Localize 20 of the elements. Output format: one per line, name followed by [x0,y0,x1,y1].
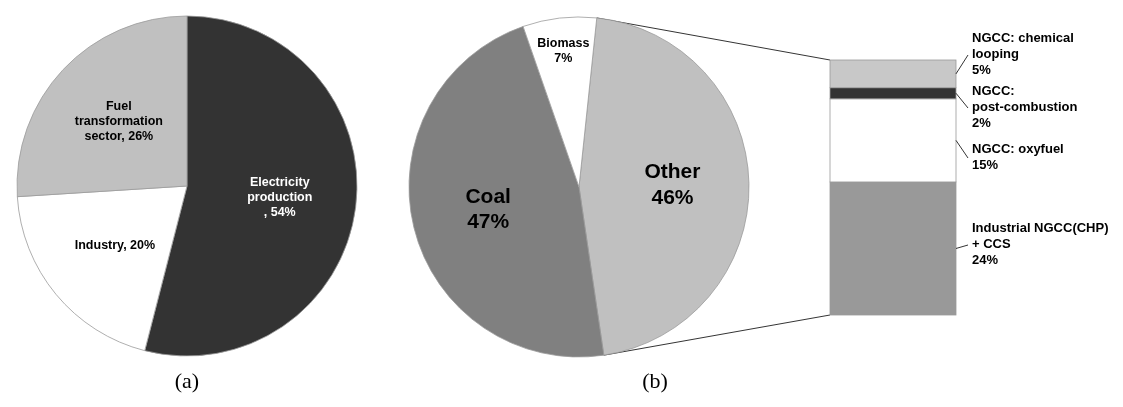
data-label: 24% [972,252,999,268]
slice-label: Electricity production [247,175,313,205]
data-label: 15% [972,157,999,173]
text: (a) [174,368,200,393]
slice-label: Industry, 20% [74,237,156,252]
text: (b) [642,368,668,393]
series-label: NGCC: post-combustion [972,83,1078,115]
data-label: 7% [554,51,573,66]
series-label: NGCC: chemical looping [972,30,1074,62]
series-label: NGCC: oxyfuel [972,141,1064,157]
slice-label: Coal [465,183,511,207]
slice-label: Biomass [537,36,590,51]
series-label: Industrial NGCC(CHP) + CCS [972,220,1109,252]
data-label: 47% [467,208,510,232]
data-label: 5% [972,62,992,78]
slice-label: Other [644,158,701,182]
data-label: 2% [972,115,992,131]
data-label: 46% [651,184,694,208]
slice-label: Fuel transformation sector, 26% [74,99,163,144]
data-label: , 54% [263,205,296,220]
